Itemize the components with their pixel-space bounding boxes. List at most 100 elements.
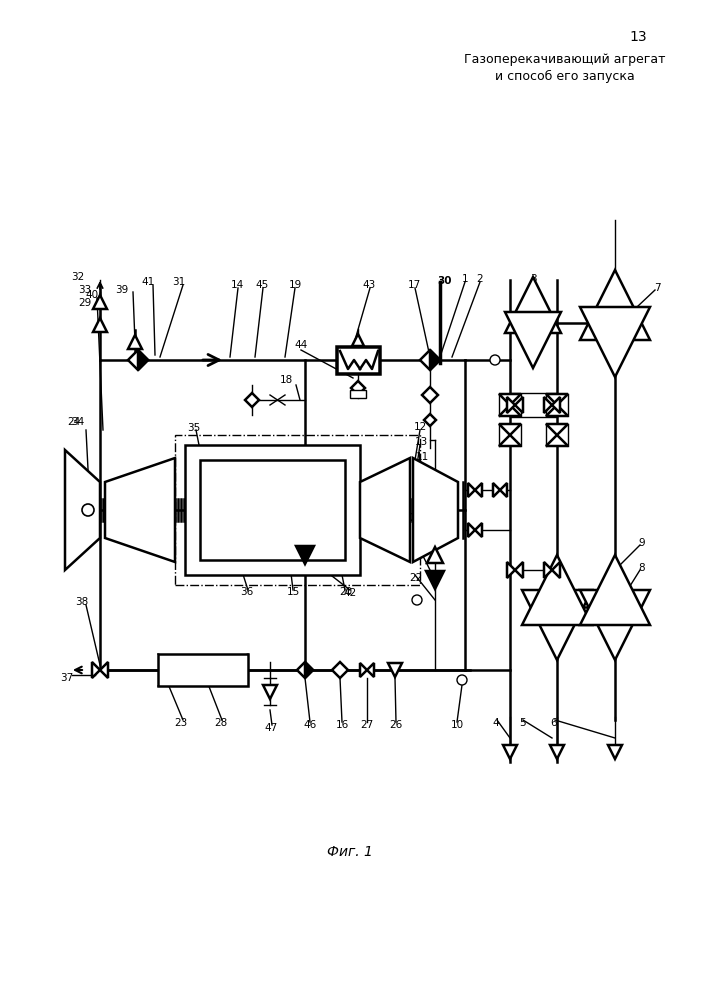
Bar: [337, 347, 379, 373]
Polygon shape: [360, 663, 367, 677]
Text: 20: 20: [339, 587, 353, 597]
Polygon shape: [426, 571, 444, 589]
Bar: [200, 460, 345, 560]
Text: 16: 16: [335, 720, 349, 730]
Circle shape: [457, 675, 467, 685]
Text: 11: 11: [416, 452, 428, 462]
Text: 5: 5: [520, 718, 526, 728]
Polygon shape: [515, 562, 523, 578]
Polygon shape: [507, 397, 515, 413]
Polygon shape: [332, 662, 348, 678]
Text: 8: 8: [638, 563, 645, 573]
Text: 25: 25: [414, 547, 428, 557]
Text: 15: 15: [286, 587, 300, 597]
Polygon shape: [499, 394, 521, 405]
Text: Газоперекачивающий агрегат: Газоперекачивающий агрегат: [464, 53, 666, 66]
Text: 28: 28: [214, 718, 228, 728]
Bar: [336, 346, 380, 374]
Polygon shape: [546, 435, 568, 446]
Polygon shape: [475, 523, 482, 537]
Polygon shape: [499, 424, 521, 435]
Text: Фиг. 1: Фиг. 1: [327, 845, 373, 859]
Text: 46: 46: [303, 720, 317, 730]
Polygon shape: [522, 555, 592, 625]
Polygon shape: [128, 350, 148, 370]
Polygon shape: [503, 745, 517, 759]
Polygon shape: [550, 745, 564, 759]
Text: 42: 42: [344, 588, 356, 598]
Polygon shape: [424, 414, 436, 426]
Polygon shape: [500, 483, 507, 497]
Polygon shape: [128, 335, 142, 349]
Polygon shape: [552, 562, 560, 578]
Polygon shape: [546, 394, 568, 405]
Polygon shape: [499, 435, 521, 446]
Polygon shape: [515, 397, 523, 413]
Text: 19: 19: [288, 280, 302, 290]
Text: 17: 17: [407, 280, 421, 290]
Polygon shape: [468, 483, 475, 497]
Text: 32: 32: [71, 272, 85, 282]
Polygon shape: [352, 334, 364, 346]
Polygon shape: [305, 662, 313, 678]
Text: 30: 30: [438, 276, 452, 286]
Text: 22: 22: [409, 573, 423, 583]
Text: 40: 40: [86, 290, 98, 300]
Text: 12: 12: [414, 422, 426, 432]
Text: 41: 41: [141, 277, 155, 287]
Polygon shape: [507, 562, 515, 578]
Text: 2: 2: [477, 274, 484, 284]
Text: 6: 6: [551, 718, 557, 728]
Polygon shape: [546, 405, 568, 416]
Text: 44: 44: [294, 340, 308, 350]
Text: 34: 34: [71, 417, 85, 427]
Text: 36: 36: [240, 587, 254, 597]
Polygon shape: [93, 318, 107, 332]
Text: 9: 9: [638, 538, 645, 548]
Polygon shape: [544, 562, 552, 578]
Text: 38: 38: [76, 597, 88, 607]
Text: 13: 13: [629, 30, 647, 44]
Polygon shape: [297, 662, 313, 678]
Text: 10: 10: [450, 720, 464, 730]
Text: 14: 14: [230, 280, 244, 290]
Polygon shape: [105, 458, 175, 562]
Text: 18: 18: [279, 375, 293, 385]
Polygon shape: [65, 450, 100, 570]
Polygon shape: [522, 590, 592, 660]
Text: 21: 21: [409, 513, 423, 523]
Polygon shape: [608, 745, 622, 759]
Polygon shape: [93, 295, 107, 309]
Text: и способ его запуска: и способ его запуска: [495, 69, 635, 83]
Bar: [350, 390, 366, 398]
Polygon shape: [427, 547, 443, 563]
Polygon shape: [420, 350, 440, 370]
Polygon shape: [505, 312, 561, 368]
Polygon shape: [475, 483, 482, 497]
Text: 24: 24: [67, 417, 81, 427]
Text: 33: 33: [78, 285, 92, 295]
Circle shape: [490, 355, 500, 365]
Text: 29: 29: [78, 298, 92, 308]
Text: 4: 4: [493, 718, 499, 728]
Bar: [185, 445, 360, 575]
Circle shape: [82, 504, 94, 516]
Polygon shape: [580, 555, 650, 625]
Polygon shape: [245, 393, 259, 407]
Polygon shape: [468, 523, 475, 537]
Text: 27: 27: [361, 720, 373, 730]
Polygon shape: [580, 270, 650, 340]
Polygon shape: [367, 663, 374, 677]
Polygon shape: [263, 685, 277, 699]
Polygon shape: [430, 350, 440, 370]
Text: 26: 26: [390, 720, 402, 730]
Polygon shape: [92, 662, 100, 678]
Polygon shape: [138, 350, 148, 370]
Polygon shape: [499, 405, 521, 416]
Polygon shape: [580, 590, 650, 660]
Polygon shape: [100, 662, 108, 678]
Polygon shape: [493, 483, 500, 497]
Text: 43: 43: [363, 280, 375, 290]
Polygon shape: [422, 387, 438, 403]
Text: 3: 3: [530, 274, 537, 284]
